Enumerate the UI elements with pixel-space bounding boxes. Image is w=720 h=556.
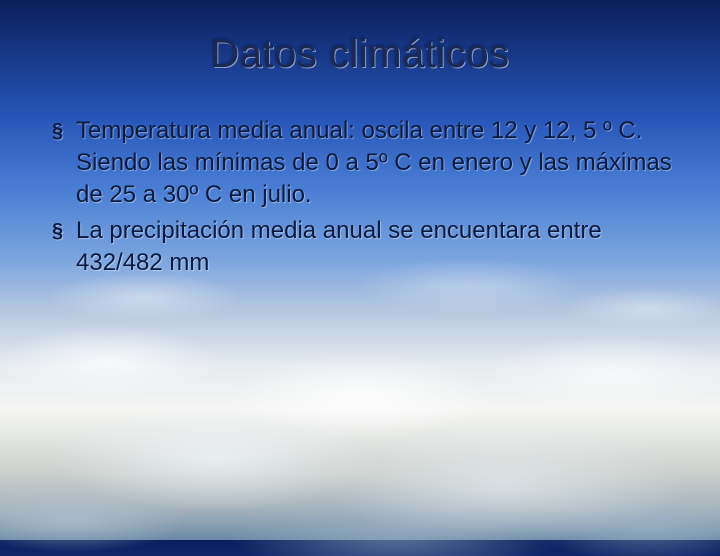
bullet-text: Temperatura media anual: oscila entre 12…	[72, 115, 672, 211]
slide-title: Datos climáticos	[48, 32, 672, 77]
bullet-item: § Temperatura media anual: oscila entre …	[52, 115, 672, 211]
bullet-text: La precipitación media anual se encuenta…	[72, 215, 672, 279]
slide-container: Datos climáticos § Temperatura media anu…	[0, 0, 720, 540]
slide-content: § Temperatura media anual: oscila entre …	[48, 115, 672, 279]
bullet-marker: §	[52, 115, 72, 147]
bullet-marker: §	[52, 215, 72, 247]
bullet-item: § La precipitación media anual se encuen…	[52, 215, 672, 279]
